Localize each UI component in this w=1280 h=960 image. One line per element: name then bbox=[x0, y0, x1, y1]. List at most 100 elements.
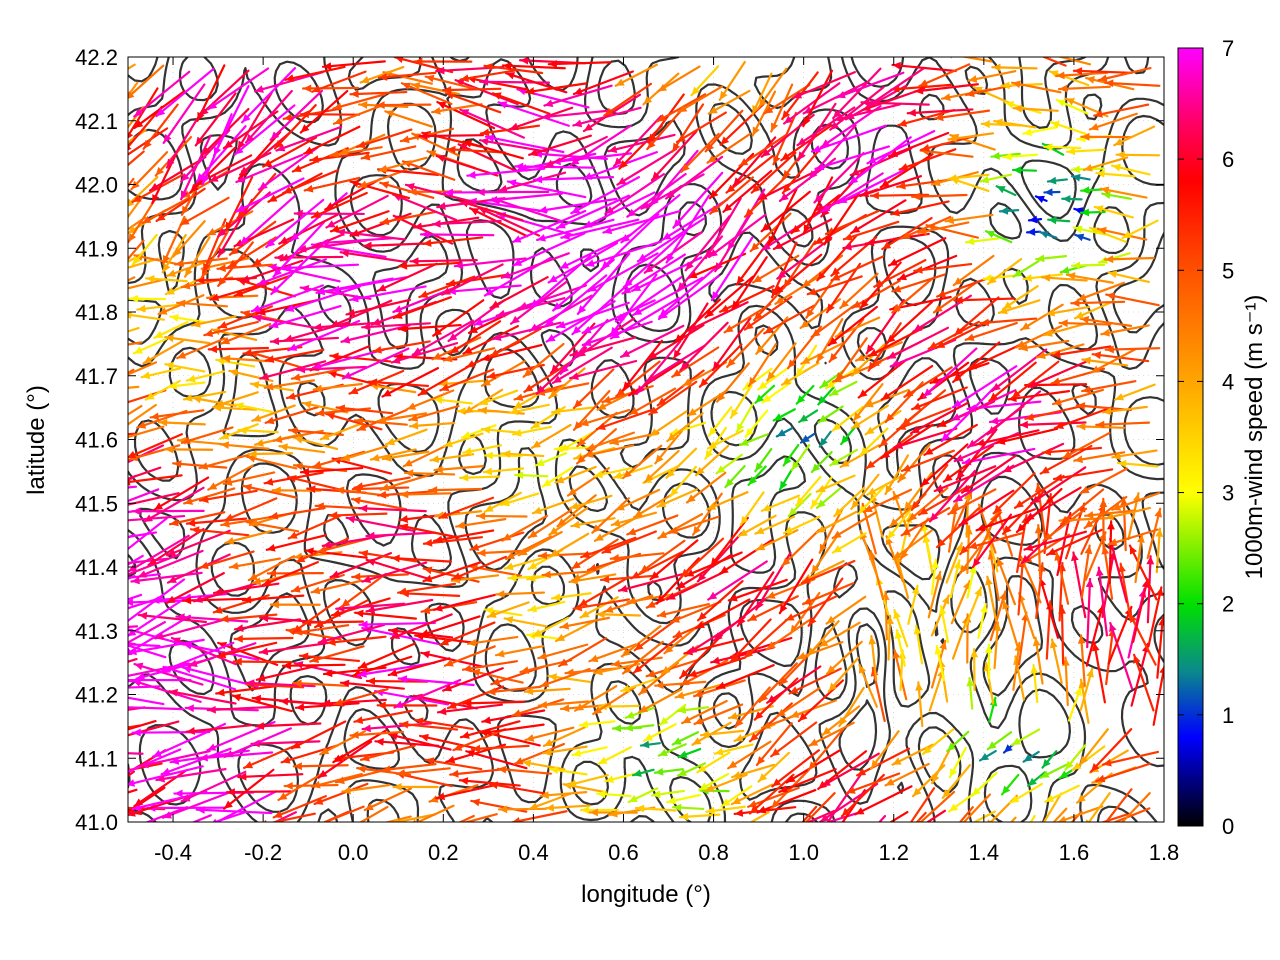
wind-arrow bbox=[1061, 195, 1083, 203]
wind-arrow bbox=[760, 190, 811, 233]
wind-arrow bbox=[137, 611, 208, 624]
wind-arrow bbox=[1027, 771, 1046, 787]
wind-arrow bbox=[818, 430, 832, 448]
wind-arrow bbox=[1116, 459, 1159, 468]
wind-arrow bbox=[281, 661, 346, 670]
wind-arrow bbox=[558, 233, 633, 270]
wind-arrow bbox=[665, 570, 727, 601]
wind-arrow bbox=[637, 688, 683, 714]
wind-arrow bbox=[1052, 468, 1114, 482]
wind-arrow bbox=[1085, 792, 1111, 822]
wind-arrow bbox=[244, 89, 293, 144]
wind-arrow bbox=[1013, 474, 1065, 509]
wind-arrow bbox=[442, 667, 504, 692]
wind-arrow bbox=[269, 89, 324, 141]
wind-arrow bbox=[755, 528, 799, 552]
wind-arrow bbox=[829, 86, 885, 131]
wind-arrow bbox=[1128, 544, 1158, 601]
wind-arrow bbox=[164, 361, 206, 373]
wind-arrow bbox=[317, 623, 386, 645]
wind-arrow bbox=[859, 175, 922, 198]
wind-arrow bbox=[676, 235, 724, 292]
wind-arrow bbox=[198, 69, 250, 117]
wind-arrow bbox=[958, 806, 974, 822]
wind-arrow bbox=[900, 389, 947, 427]
wind-arrow bbox=[1146, 507, 1163, 560]
wind-arrow bbox=[749, 212, 792, 253]
wind-arrow bbox=[813, 152, 865, 204]
wind-arrow bbox=[899, 517, 930, 561]
wind-arrow bbox=[1098, 252, 1131, 264]
wind-arrow bbox=[1100, 813, 1128, 822]
wind-arrow bbox=[1015, 324, 1063, 349]
wind-arrow bbox=[919, 443, 969, 488]
wind-arrow bbox=[207, 67, 270, 111]
wind-arrow bbox=[816, 234, 858, 282]
wind-arrow bbox=[140, 367, 182, 380]
wind-arrow bbox=[572, 70, 634, 96]
wind-arrow bbox=[176, 337, 226, 360]
wind-arrow bbox=[1111, 492, 1161, 511]
wind-arrow bbox=[885, 614, 894, 661]
wind-arrow bbox=[727, 578, 788, 602]
wind-arrow bbox=[920, 134, 978, 152]
wind-arrow bbox=[290, 720, 347, 750]
wind-arrow bbox=[1020, 303, 1064, 331]
wind-arrow bbox=[357, 504, 427, 513]
wind-arrow bbox=[1104, 788, 1133, 822]
wind-arrow bbox=[911, 192, 968, 201]
wind-arrow bbox=[886, 508, 913, 541]
wind-arrow bbox=[527, 509, 573, 539]
wind-arrow bbox=[910, 464, 949, 511]
wind-arrow bbox=[168, 511, 226, 527]
wind-arrow bbox=[496, 765, 552, 775]
wind-arrow bbox=[402, 443, 450, 468]
wind-arrow bbox=[128, 361, 158, 376]
wind-arrow bbox=[671, 731, 700, 746]
wind-arrow bbox=[353, 709, 413, 724]
wind-arrow bbox=[387, 657, 451, 677]
wind-arrow bbox=[903, 366, 953, 398]
wind-arrow bbox=[262, 136, 318, 168]
wind-arrow bbox=[433, 465, 484, 474]
wind-arrow bbox=[710, 646, 775, 665]
wind-arrow bbox=[242, 483, 298, 499]
wind-arrow bbox=[657, 743, 687, 757]
wind-arrow bbox=[815, 318, 844, 364]
wind-arrow bbox=[572, 368, 615, 410]
wind-arrow bbox=[693, 703, 744, 726]
wind-arrow bbox=[504, 535, 553, 561]
wind-arrow bbox=[233, 634, 294, 643]
wind-arrow bbox=[676, 706, 710, 714]
wind-arrow bbox=[636, 217, 706, 263]
wind-arrow bbox=[309, 151, 370, 164]
wind-arrow bbox=[225, 788, 292, 796]
wind-arrow bbox=[483, 62, 544, 75]
wind-arrow bbox=[671, 103, 705, 153]
wind-arrow bbox=[915, 681, 924, 728]
wind-arrow bbox=[330, 276, 408, 294]
wind-arrow bbox=[280, 744, 339, 764]
wind-arrow bbox=[459, 68, 519, 83]
wind-arrow bbox=[128, 216, 147, 231]
wind-arrow bbox=[1052, 807, 1068, 822]
wind-arrow bbox=[801, 582, 855, 606]
wind-arrow bbox=[233, 104, 296, 156]
wind-arrow bbox=[704, 109, 744, 153]
wind-arrow bbox=[1027, 359, 1090, 388]
wind-arrow bbox=[967, 532, 1023, 550]
wind-arrow bbox=[952, 254, 995, 287]
wind-arrow bbox=[1089, 348, 1137, 374]
wind-arrow bbox=[959, 512, 1002, 556]
wind-arrow bbox=[266, 569, 324, 578]
wind-arrow bbox=[253, 71, 324, 93]
wind-arrow bbox=[544, 135, 608, 168]
wind-arrow bbox=[488, 192, 564, 204]
wind-arrow bbox=[128, 594, 191, 638]
wind-arrow bbox=[1073, 451, 1126, 464]
wind-arrow bbox=[738, 433, 769, 447]
wind-arrow bbox=[607, 133, 676, 154]
wind-arrow bbox=[128, 593, 143, 601]
wind-arrow bbox=[424, 757, 483, 771]
wind-arrow bbox=[443, 645, 496, 667]
